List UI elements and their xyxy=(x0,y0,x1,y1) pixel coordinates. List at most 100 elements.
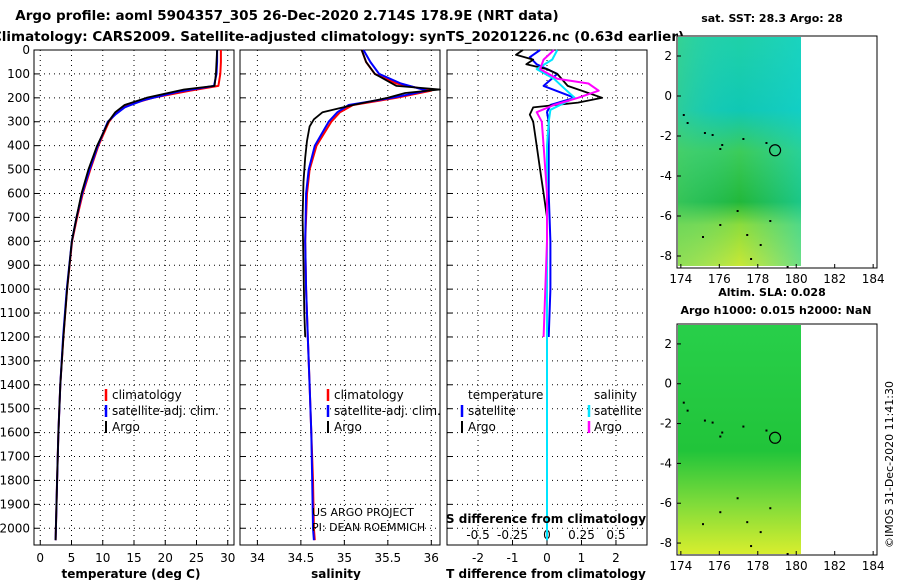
map-lon-tick-label: 180 xyxy=(785,559,808,573)
series-line-climatology xyxy=(304,49,433,541)
x-tick-label: 20 xyxy=(158,551,173,565)
island-speck xyxy=(719,511,722,514)
map-lat-tick-label: -6 xyxy=(660,496,672,510)
secondary-x-tick-label: -0.5 xyxy=(466,528,489,542)
map-lon-tick-label: 176 xyxy=(708,559,731,573)
island-speck xyxy=(719,224,722,226)
island-speck xyxy=(742,425,745,428)
x-tick-label: 15 xyxy=(126,551,141,565)
depth-tick-label: 1200 xyxy=(0,330,30,344)
series-line-temperature-argo xyxy=(515,49,604,230)
x-tick-label: 5 xyxy=(68,551,76,565)
grid-layer xyxy=(34,49,647,545)
salinity-panel-frame xyxy=(239,49,441,546)
series-line-argo xyxy=(54,49,218,541)
temperature-legend: climatology satellite-adj. clim. Argo xyxy=(104,388,219,434)
island-speck xyxy=(765,429,768,432)
t-difference-axis-label: T difference from climatology xyxy=(446,567,646,580)
map-lon-tick-label: 176 xyxy=(708,272,731,286)
legend-label-argo: Argo xyxy=(112,420,140,434)
map-lat-tick-label: -6 xyxy=(660,209,672,223)
map-lat-tick-label: 2 xyxy=(664,337,672,351)
legend-label-satellite-adj: satellite-adj. clim. xyxy=(112,404,219,418)
x-tick-label: 36 xyxy=(424,551,439,565)
sla-map-field xyxy=(678,325,801,554)
secondary-x-tick-label: 0.5 xyxy=(606,528,625,542)
island-speck xyxy=(750,545,753,548)
island-speck xyxy=(711,134,714,136)
map-lat-tick-label: 0 xyxy=(664,377,672,391)
map-lon-tick-label: 184 xyxy=(862,559,885,573)
island-speck xyxy=(703,419,706,422)
x-tick-label: 1 xyxy=(578,551,586,565)
x-tick-label: 35 xyxy=(337,551,352,565)
title-line-2: Climatology: CARS2009. Satellite-adjuste… xyxy=(0,29,684,45)
x-tick-label: 10 xyxy=(95,551,110,565)
island-speck xyxy=(682,401,685,404)
island-speck xyxy=(746,521,749,524)
island-speck xyxy=(721,144,724,146)
island-speck xyxy=(769,507,772,510)
map-lon-tick-label: 174 xyxy=(669,559,692,573)
map-lon-tick-label: 182 xyxy=(823,559,846,573)
map-lat-tick-label: -2 xyxy=(660,417,672,431)
island-speck xyxy=(736,210,739,212)
sla-map-ticks: 174 176 178 180 182 184 2 0 -2 -4 -6 -8 xyxy=(660,337,885,573)
map-lat-tick-label: -8 xyxy=(660,249,672,263)
island-speck xyxy=(736,497,739,500)
island-speck xyxy=(721,431,724,434)
x-tick-label: -1 xyxy=(507,551,519,565)
legend-title-temperature: temperature xyxy=(468,388,543,402)
island-speck xyxy=(719,148,722,150)
depth-tick-label: 200 xyxy=(7,91,30,105)
island-speck xyxy=(682,114,685,116)
island-speck xyxy=(759,244,762,246)
island-speck xyxy=(702,236,704,238)
island-speck xyxy=(742,138,745,140)
depth-tick-label: 100 xyxy=(7,67,30,81)
map-lon-tick-label: 180 xyxy=(785,272,808,286)
depth-tick-label: 800 xyxy=(7,234,30,248)
depth-tick-label: 1400 xyxy=(0,378,30,392)
x-tick-label: 35.5 xyxy=(374,551,401,565)
map-lat-tick-label: 0 xyxy=(664,89,672,103)
legend-label-temp-satellite: satellite xyxy=(468,404,516,418)
x-tick-label: 30 xyxy=(220,551,235,565)
legend-label-temp-argo: Argo xyxy=(468,420,496,434)
x-tick-label: 25 xyxy=(189,551,204,565)
title-line-1: Argo profile: aoml 5904357_305 26-Dec-20… xyxy=(15,8,558,24)
depth-tick-label: 1100 xyxy=(0,306,30,320)
project-annotation-line-2: PI: DEAN ROEMMICH xyxy=(312,521,425,534)
legend-title-salinity: salinity xyxy=(594,388,637,402)
depth-tick-label: 0 xyxy=(22,43,30,57)
island-speck xyxy=(746,234,749,236)
depth-tick-label: 1800 xyxy=(0,473,30,487)
depth-tick-label: 500 xyxy=(7,163,30,177)
sst-argo-position-marker xyxy=(768,144,782,157)
salinity-axis-label: salinity xyxy=(311,567,361,580)
island-speck xyxy=(786,553,789,556)
depth-tick-label: 2000 xyxy=(0,521,30,535)
x-tick-label: 34.5 xyxy=(288,551,315,565)
island-speck xyxy=(719,435,722,438)
map-lon-tick-label: 174 xyxy=(669,272,692,286)
copyright-footer: ©IMOS 31-Dec-2020 11:41:30 xyxy=(883,381,896,548)
x-tick-label: 34 xyxy=(250,551,265,565)
sla-map-title-2: Argo h1000: 0.015 h2000: NaN xyxy=(680,304,871,317)
depth-tick-label: 900 xyxy=(7,258,30,272)
depth-tick-label: 300 xyxy=(7,115,30,129)
series-layer xyxy=(54,49,604,541)
series-line-argo xyxy=(301,49,441,338)
sst-map-title: sat. SST: 28.3 Argo: 28 xyxy=(701,12,843,25)
sla-map-title-1: Altim. SLA: 0.028 xyxy=(718,286,825,299)
island-speck xyxy=(686,409,689,412)
depth-tick-label: 1500 xyxy=(0,402,30,416)
secondary-x-tick-label: -0.25 xyxy=(497,528,528,542)
series-line-satellite-adj-clim- xyxy=(304,49,428,541)
map-lat-tick-label: -4 xyxy=(660,456,672,470)
legend-label-satellite-adj: satellite-adj. clim. xyxy=(334,404,441,418)
island-speck xyxy=(759,531,762,534)
s-difference-axis-label: S difference from climatology xyxy=(446,512,646,526)
map-lat-tick-label: -4 xyxy=(660,169,672,183)
